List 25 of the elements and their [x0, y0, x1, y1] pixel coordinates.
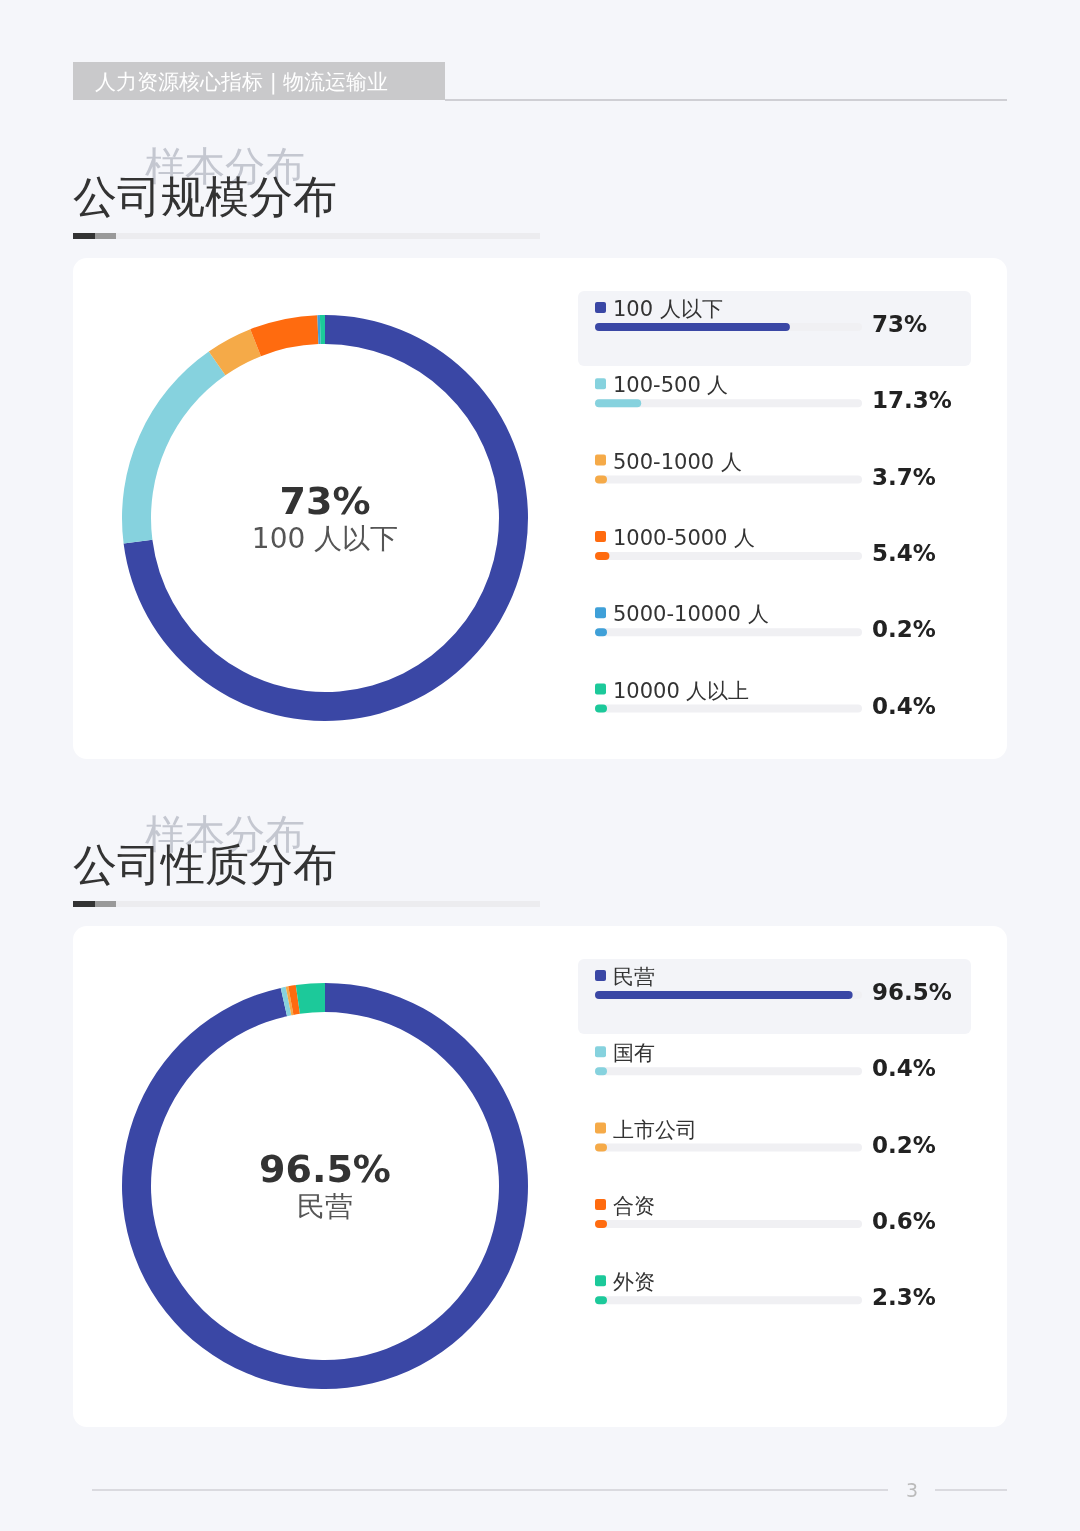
data-label: 0.4% — [872, 1055, 936, 1082]
legend-label: 100 人以下 — [613, 297, 723, 321]
legend-label: 合资 — [613, 1193, 655, 1218]
text: 3 — [905, 1479, 919, 1501]
data-label: 96.5% — [259, 1147, 391, 1191]
data-label: 0.2% — [872, 1131, 936, 1158]
legend-label: 5000-10000 人 — [613, 602, 769, 627]
data-label: 3.7% — [872, 463, 936, 490]
data-label: 5.4% — [872, 539, 936, 566]
legend-label: 1000-5000 人 — [613, 525, 756, 550]
legend-label: 民营 — [613, 965, 655, 989]
data-label: 0.4% — [872, 692, 936, 719]
data-label: 2.3% — [872, 1284, 936, 1311]
legend-label: 10000 人以上 — [613, 678, 750, 703]
data-label: 17.3% — [872, 387, 952, 414]
legend-label: 500-1000 人 — [613, 449, 742, 474]
legend-label: 外资 — [613, 1270, 655, 1295]
data-label: 0.2% — [872, 616, 936, 643]
data-label: 0.6% — [872, 1207, 936, 1234]
legend-label: 国有 — [613, 1041, 655, 1066]
data-label: 73% — [279, 479, 371, 523]
slice-label: 100 人以下 — [251, 522, 399, 555]
slice-label: 民营 — [297, 1190, 353, 1223]
legend-label: 上市公司 — [613, 1117, 697, 1142]
legend-label: 100-500 人 — [613, 373, 729, 398]
